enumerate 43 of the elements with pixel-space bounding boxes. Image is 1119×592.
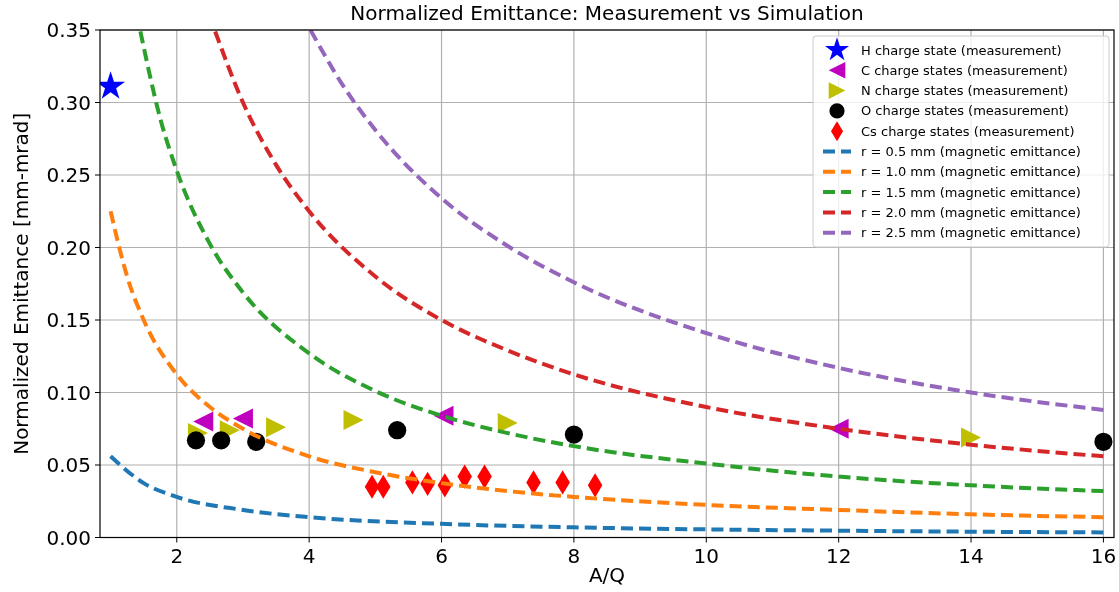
point bbox=[343, 410, 364, 431]
legend-label: H charge state (measurement) bbox=[861, 42, 1062, 58]
y-tick-label: 0.20 bbox=[46, 235, 91, 260]
legend-label: r = 2.5 mm (magnetic emittance) bbox=[861, 225, 1081, 241]
legend-label: N charge states (measurement) bbox=[861, 83, 1069, 99]
x-tick-label: 16 bbox=[1090, 543, 1117, 568]
point bbox=[232, 408, 253, 429]
point bbox=[388, 421, 407, 440]
line-series bbox=[108, 454, 1106, 535]
point bbox=[497, 412, 518, 433]
point bbox=[564, 425, 583, 444]
point bbox=[266, 417, 287, 438]
x-tick-label: 12 bbox=[825, 543, 852, 568]
chart-title: Normalized Emittance: Measurement vs Simulation bbox=[350, 1, 864, 25]
point bbox=[193, 411, 214, 432]
point bbox=[1094, 432, 1113, 451]
legend-label: Cs charge states (measurement) bbox=[861, 123, 1075, 139]
legend-label: r = 0.5 mm (magnetic emittance) bbox=[861, 144, 1081, 160]
y-tick-label: 0.35 bbox=[46, 18, 91, 42]
y-tick-label: 0.15 bbox=[46, 308, 91, 332]
y-tick-label: 0.10 bbox=[46, 380, 91, 405]
line-series bbox=[108, 209, 1106, 520]
x-tick-label: 10 bbox=[693, 543, 720, 568]
point bbox=[212, 431, 231, 450]
legend-label: r = 2.0 mm (magnetic emittance) bbox=[861, 204, 1081, 220]
x-tick-label: 8 bbox=[567, 543, 581, 568]
legend-label: C charge states (measurement) bbox=[861, 62, 1068, 78]
y-tick-label: 0.00 bbox=[46, 525, 91, 550]
y-tick-label: 0.25 bbox=[46, 163, 91, 187]
x-tick-label: 2 bbox=[170, 543, 184, 568]
y-axis-title: Normalized Emittance [mm-mrad] bbox=[9, 112, 33, 455]
point bbox=[961, 427, 982, 448]
y-tick-label: 0.30 bbox=[46, 90, 91, 115]
legend-label: O charge states (measurement) bbox=[861, 103, 1069, 119]
line-series bbox=[308, 30, 1106, 412]
legend-label: r = 1.5 mm (magnetic emittance) bbox=[861, 184, 1081, 200]
x-tick-label: 6 bbox=[435, 543, 448, 568]
point bbox=[186, 431, 206, 450]
x-tick-label: 14 bbox=[958, 543, 984, 568]
x-tick-label: 4 bbox=[302, 543, 316, 568]
x-axis-title: A/Q bbox=[588, 563, 626, 587]
y-tick-label: 0.05 bbox=[46, 453, 91, 477]
legend-label: r = 1.0 mm (magnetic emittance) bbox=[861, 164, 1081, 180]
